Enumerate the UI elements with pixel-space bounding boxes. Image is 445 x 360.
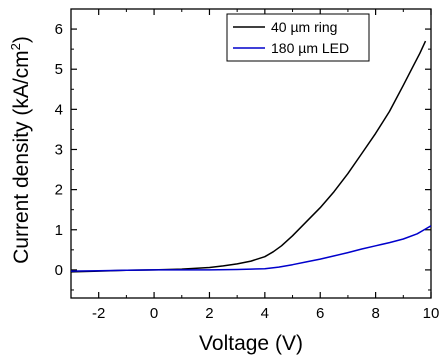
series-line-40um-ring — [70, 40, 427, 273]
tick-labels: -2 0 2 4 6 8 10 0 1 2 3 4 5 6 — [55, 21, 440, 322]
x-tick-label: 0 — [150, 305, 158, 322]
legend-box — [226, 13, 370, 62]
series-lines — [70, 40, 432, 273]
y-axis-title-main: Current density (kA/cm — [10, 50, 33, 264]
series-line-180um-led — [70, 225, 432, 272]
y-tick-label: 1 — [55, 222, 63, 239]
plot-frame — [70, 8, 432, 299]
x-axis-title: Voltage (V) — [199, 332, 303, 355]
y-tick-label: 4 — [55, 101, 63, 118]
x-tick-label: 10 — [423, 305, 440, 322]
y-tick-label: 6 — [55, 21, 63, 38]
x-tick-label: 8 — [371, 305, 379, 322]
legend: 40 µm ring 180 µm LED — [226, 13, 370, 62]
y-tick-label: 5 — [55, 61, 63, 78]
y-tick-label: 2 — [55, 182, 63, 199]
y-tick-label: 0 — [55, 262, 63, 279]
x-tick-label: 6 — [316, 305, 324, 322]
legend-label-led: 180 µm LED — [271, 40, 349, 56]
x-tick-label: -2 — [92, 305, 105, 322]
y-axis-title-suffix: ) — [10, 36, 33, 43]
y-axis-title-superscript: 2 — [8, 43, 23, 50]
y-tick-label: 3 — [55, 141, 63, 158]
x-tick-label: 2 — [205, 305, 213, 322]
legend-label-ring: 40 µm ring — [271, 19, 337, 35]
y-axis-title: Current density (kA/cm2) — [8, 36, 33, 264]
x-tick-label: 4 — [261, 305, 269, 322]
